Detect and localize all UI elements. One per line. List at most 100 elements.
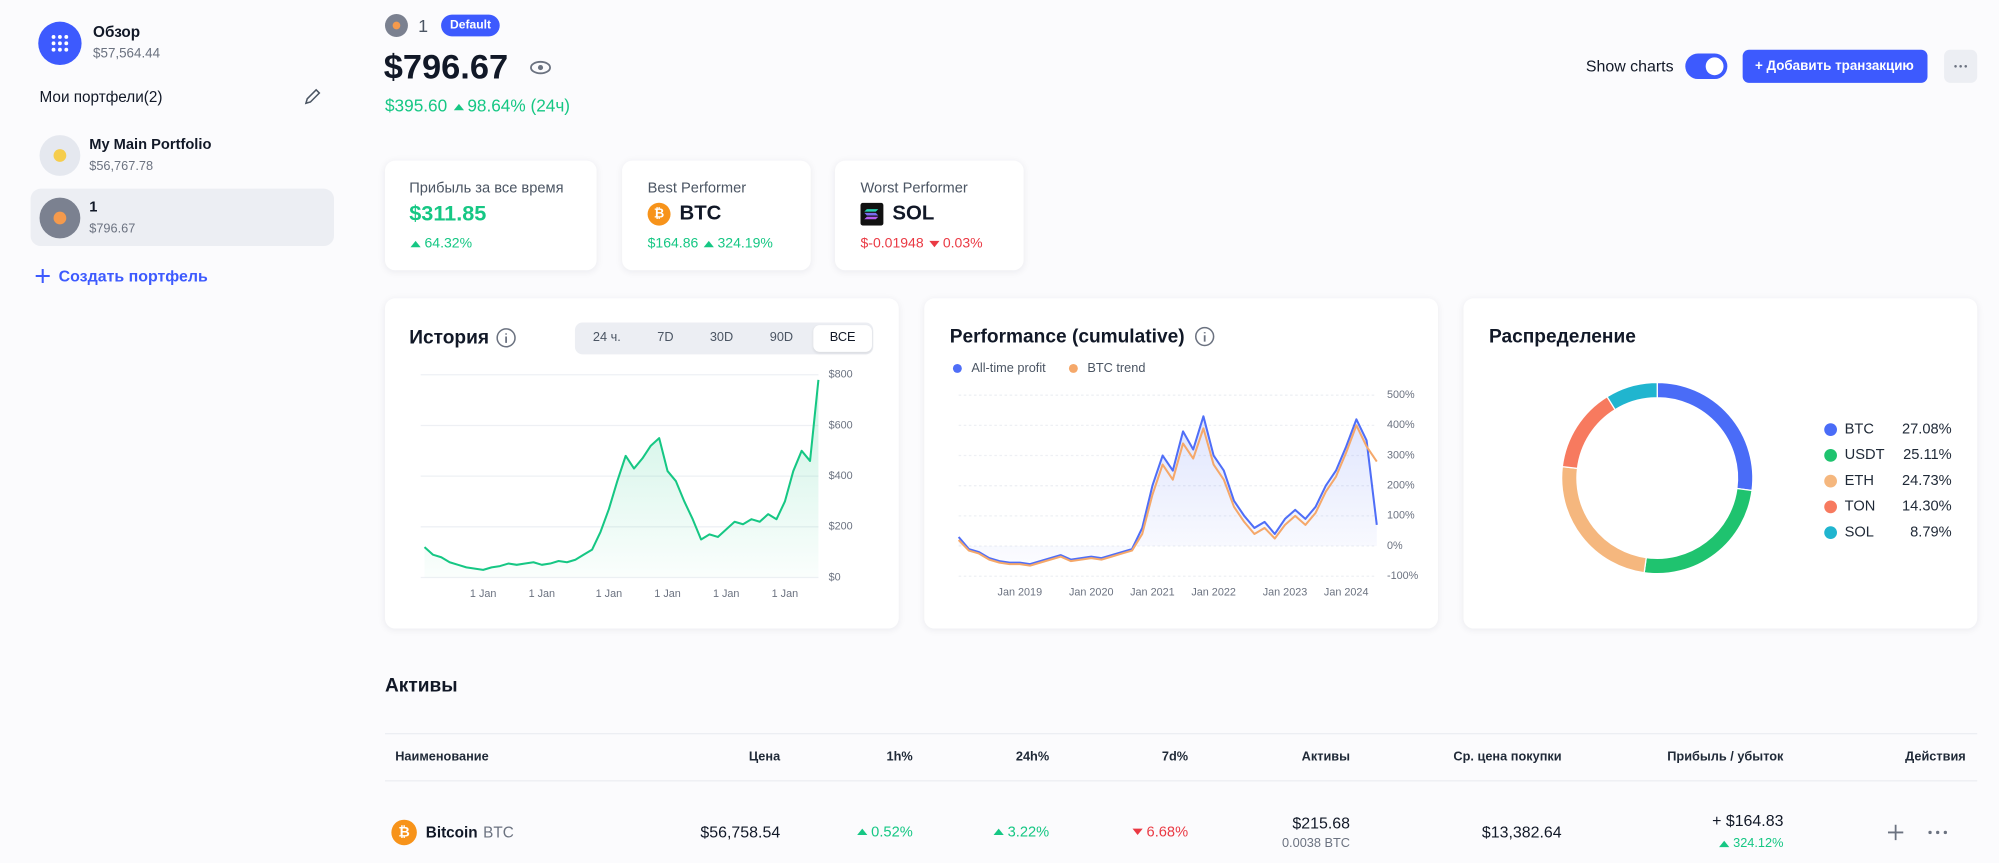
portfolio-avatar — [39, 197, 81, 239]
default-badge: Default — [441, 14, 500, 37]
change-value: 6.68% — [1146, 824, 1189, 841]
plus-icon[interactable] — [34, 268, 51, 285]
stat-change-value: 64.32% — [424, 235, 473, 252]
avatar-emoji — [392, 21, 401, 30]
arrow-up-icon — [410, 240, 421, 247]
legend-label: All-time profit — [971, 360, 1046, 375]
pie-slice — [1643, 487, 1753, 575]
x-tick-label: Jan 2022 — [1191, 587, 1236, 599]
x-tick-label: 1 Jan — [654, 588, 681, 600]
stat-label: Best Performer — [647, 181, 747, 197]
grid-icon — [51, 35, 69, 52]
asset-name[interactable]: Bitcoin — [425, 823, 478, 842]
stat-label: Прибыль за все время — [409, 181, 564, 197]
column-header[interactable]: Активы — [1301, 750, 1351, 765]
range-tab[interactable]: 24 ч. — [592, 330, 621, 345]
line-series — [423, 379, 820, 571]
stat-coin: SOL — [892, 202, 935, 225]
y-tick-label: $0 — [829, 571, 841, 583]
more-actions[interactable] — [1926, 824, 1949, 842]
arrow-up-icon — [857, 829, 868, 836]
edit-icon[interactable] — [302, 87, 322, 107]
legend-marker — [952, 363, 962, 373]
stat-change: $-0.01948 0.03% — [860, 236, 982, 251]
info-icon[interactable] — [496, 328, 516, 348]
chart-title: История — [409, 326, 489, 349]
info-icon[interactable] — [1194, 326, 1215, 347]
column-header[interactable]: Ср. цена покупки — [1453, 750, 1562, 765]
x-tick-label: 1 Jan — [470, 588, 496, 600]
legend-label: USDT — [1845, 447, 1885, 463]
overview-title[interactable]: Обзор — [93, 22, 141, 41]
column-header[interactable]: 24h% — [1015, 750, 1050, 765]
portfolio-value: $796.67 — [89, 222, 136, 237]
change-value: $395.60 — [384, 96, 448, 116]
pie-slice — [1561, 465, 1647, 574]
portfolio-name[interactable]: 1 — [89, 200, 98, 216]
stat-card — [384, 160, 597, 271]
range-tab[interactable]: 90D — [769, 330, 794, 345]
x-tick-label: Jan 2023 — [1263, 587, 1308, 599]
range-tab[interactable]: ВСЕ — [829, 330, 856, 345]
avatar-emoji — [53, 149, 67, 162]
add-transaction-label[interactable]: + Добавить транзакцию — [1755, 58, 1914, 74]
legend-label: BTC trend — [1087, 360, 1145, 375]
range-tab[interactable]: 7D — [657, 330, 674, 345]
show-charts-label: Show charts — [1585, 57, 1674, 76]
legend-label: BTC — [1845, 421, 1875, 437]
table-border — [384, 733, 1978, 735]
x-tick-label: 1 Jan — [596, 588, 623, 600]
y-tick-label: 0% — [1387, 540, 1403, 552]
change-line: $395.60 98.64% (24ч) — [385, 96, 570, 115]
range-tab[interactable]: 30D — [709, 330, 734, 345]
stat-value: $311.85 — [409, 201, 487, 226]
column-header[interactable]: 1h% — [886, 750, 913, 765]
portfolio-name[interactable]: My Main Portfolio — [89, 137, 212, 153]
y-tick-label: $600 — [829, 419, 853, 431]
y-tick-label: 100% — [1387, 510, 1415, 522]
eye-icon[interactable] — [529, 59, 552, 77]
asset-symbol: BTC — [483, 823, 514, 842]
portfolio-row-selected[interactable] — [30, 188, 334, 247]
add-button[interactable] — [1887, 824, 1905, 842]
table-border — [384, 780, 1978, 782]
pie-slice — [1606, 381, 1658, 411]
asset-change-24h: 3.22% — [992, 825, 1049, 840]
overview-icon[interactable] — [38, 21, 82, 66]
y-tick-label: 500% — [1387, 389, 1415, 401]
legend-marker — [1824, 448, 1837, 462]
y-tick-label: -100% — [1387, 570, 1419, 582]
x-tick-label: 1 Jan — [529, 588, 556, 600]
asset-change-1h: 0.52% — [856, 825, 913, 840]
change-value: 3.22% — [1007, 824, 1050, 841]
portfolio-avatar — [39, 135, 81, 176]
show-charts-toggle[interactable] — [1685, 53, 1728, 80]
asset-price: $56,758.54 — [700, 823, 781, 842]
chart-title: Performance (cumulative) — [949, 325, 1185, 348]
legend-label: TON — [1845, 499, 1876, 515]
more-button[interactable] — [1944, 49, 1978, 83]
y-tick-label: $400 — [829, 470, 853, 482]
btc-icon: ₿ — [647, 202, 671, 226]
y-tick-label: 300% — [1387, 449, 1415, 461]
arrow-up-icon — [703, 240, 714, 247]
chart-title: Распределение — [1488, 325, 1636, 348]
pie-slice — [1656, 381, 1754, 492]
column-header[interactable]: Цена — [748, 750, 781, 765]
arrow-up-icon — [1719, 840, 1730, 847]
column-header[interactable]: Прибыль / убыток — [1667, 750, 1784, 765]
line-series — [957, 424, 1378, 567]
stat-value: $-0.01948 — [860, 235, 924, 252]
value-label: 14.30% — [1902, 499, 1952, 515]
column-header[interactable]: 7d% — [1161, 750, 1189, 765]
btc-icon: ₿ — [391, 819, 417, 846]
create-portfolio[interactable]: Создать портфель — [58, 267, 208, 286]
y-tick-label: 400% — [1387, 419, 1415, 431]
legend-marker — [1824, 474, 1837, 488]
change-value: 0.52% — [871, 824, 913, 841]
y-tick-label: $800 — [829, 369, 853, 381]
column-header[interactable]: Наименование — [395, 750, 489, 765]
add-transaction-button[interactable] — [1742, 49, 1928, 83]
x-tick-label: 1 Jan — [713, 588, 740, 600]
